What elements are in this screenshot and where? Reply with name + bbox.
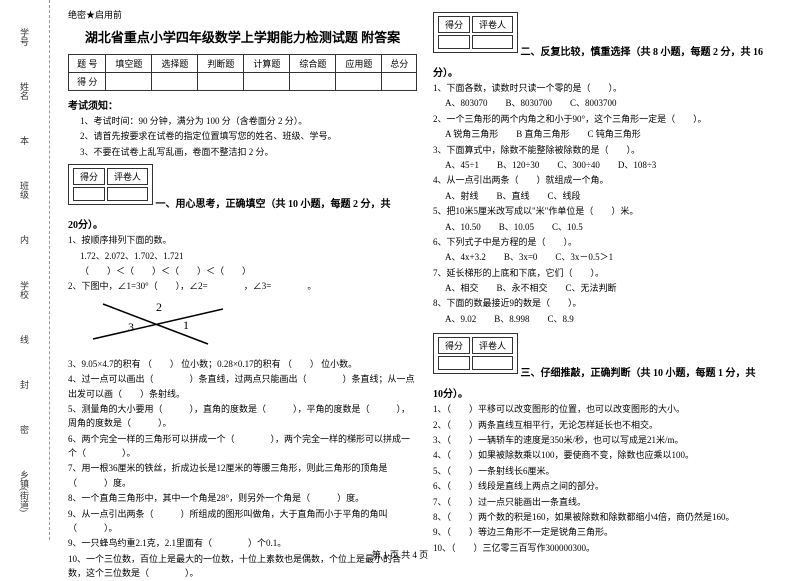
p2q7: 7、延长梯形的上底和下底，它们（ ）。: [433, 266, 782, 280]
p2q8: 8、下面的数最接近9的数是（ ）。: [433, 296, 782, 310]
margin-label-xuehao: 学号: [18, 28, 31, 46]
margin-seal: 本: [18, 136, 31, 145]
grader-box: 得分评卷人: [433, 333, 518, 374]
part3-title: 三、仔细推敲，正确判断（共 10 小题，每题 1 分，共: [521, 368, 756, 379]
opts: A 锐角三角形B 直角三角形C 钝角三角形: [445, 127, 782, 141]
q4: 4、过一点可以画出（ ）条直线，过两点只能画出（ ）条直线；从一点出发可以画（ …: [68, 372, 417, 401]
opts: A、9.02B、8.998C、8.9: [445, 312, 782, 326]
q6: 6、两个完全一样的三角形可以拼成一个（ ），两个完全一样的梯形可以拼成一个（ ）…: [68, 432, 417, 461]
p3q: 7、（ ）过一点只能画出一条直线。: [433, 495, 782, 509]
th: 判断题: [198, 55, 244, 73]
opts: A、相交B、永不相交C、无法判断: [445, 281, 782, 295]
td: 得 分: [69, 73, 106, 91]
q3: 3、9.05×4.7的积有 （ ） 位小数；0.28×0.17的积有 （ ） 位…: [68, 357, 417, 371]
confidential-mark: 绝密★启用前: [68, 8, 417, 21]
margin-seal: 封: [18, 380, 31, 389]
grader-c1: 得分: [438, 16, 470, 33]
q7: 7、用一根36厘米的铁丝，折成边长是12厘米的等腰三角形，则此三角形的顶角是（ …: [68, 461, 417, 490]
th: 填空题: [106, 55, 152, 73]
p3q: 1、（ ）平移可以改变图形的位置，也可以改变图形的大小。: [433, 402, 782, 416]
th: 综合题: [290, 55, 336, 73]
td: [290, 73, 336, 91]
binding-margin: 学号 姓名 本 班级 内 学校 线 封 密 乡镇(街道): [0, 0, 50, 540]
grader-c2: 评卷人: [472, 16, 513, 33]
th: 应用题: [336, 55, 382, 73]
angle-2: 2: [156, 300, 162, 314]
q1b: （ ）＜（ ）＜（ ）＜（ ）: [80, 264, 417, 278]
q9: 9、从一点引出两条（ ）所组成的图形叫做角，大于直角而小于平角的角叫（ ）。: [68, 507, 417, 536]
opts: A、4x+3.2B、3x=0C、3x－0.5＞1: [445, 250, 782, 264]
p3q: 8、（ ）两个数的积是160，如果被除数和除数都缩小4倍，商仍然是160。: [433, 510, 782, 524]
opts: A、45÷1B、120÷30C、300÷40D、108÷3: [445, 158, 782, 172]
p3q: 2、（ ）两条直线互相平行，无论怎样延长也不相交。: [433, 418, 782, 432]
angle-diagram: 1 2 3: [88, 299, 228, 349]
th: 选择题: [152, 55, 198, 73]
content-area: 绝密★启用前 湖北省重点小学四年级数学上学期能力检测试题 附答案 题 号 填空题…: [50, 0, 800, 540]
margin-label-xuexiao: 学校: [18, 281, 31, 299]
td: [152, 73, 198, 91]
opts: A、射线B、直线C、线段: [445, 189, 782, 203]
margin-label-xingming: 姓名: [18, 82, 31, 100]
grader-box: 得分评卷人: [433, 12, 518, 53]
exam-title: 湖北省重点小学四年级数学上学期能力检测试题 附答案: [68, 27, 417, 46]
p3q: 3、（ ）一辆轿车的速度是350米/秒，也可以写成是21米/m。: [433, 433, 782, 447]
grader-c2: 评卷人: [107, 168, 148, 185]
part2-title2: 分）。: [433, 64, 782, 79]
angle-1: 1: [183, 318, 189, 332]
margin-label-banji: 班级: [18, 181, 31, 199]
margin-label-xiangzhen: 乡镇(街道): [18, 470, 31, 512]
grader-c1: 得分: [438, 337, 470, 354]
notice-list: 1、考试时间：90 分钟，满分为 100 分（含卷面分 2 分）。 2、请首先按…: [80, 114, 417, 159]
p3q: 4、（ ）如果被除数乘以100，要使商不变，除数也应乘以100。: [433, 448, 782, 462]
part2-title: 二、反复比较，慎重选择（共 8 小题，每题 2 分，共 16: [521, 47, 764, 58]
grader-c2: 评卷人: [472, 337, 513, 354]
part3-title2: 10分）。: [433, 385, 782, 400]
th: 总分: [382, 55, 417, 73]
q5: 5、测量角的大小要用（ ），直角的度数是（ ），平角的度数是（ ），周角的度数是…: [68, 402, 417, 431]
opts: A、10.50B、10.05C、10.5: [445, 220, 782, 234]
th: 题 号: [69, 55, 106, 73]
part1-title: 一、用心思考，正确填空（共 10 小题，每题 2 分，共: [156, 199, 391, 210]
grader-c1: 得分: [73, 168, 105, 185]
right-column: 得分评卷人 二、反复比较，慎重选择（共 8 小题，每题 2 分，共 16 分）。…: [425, 8, 790, 532]
notice-item: 3、不要在试卷上乱写乱画，卷面不整洁扣 2 分。: [80, 145, 417, 159]
page-footer: 第 1 页 共 4 页: [0, 548, 800, 561]
q1: 1、按顺序排列下面的数。: [68, 233, 417, 247]
p2q6: 6、下列式子中是方程的是（ ）。: [433, 235, 782, 249]
margin-seal: 密: [18, 425, 31, 434]
q1a: 1.72、2.072、1.702、1.721: [80, 249, 417, 263]
td: [382, 73, 417, 91]
p2q4: 4、从一点引出两条（ ）就组成一个角。: [433, 173, 782, 187]
q2: 2、下图中，∠1=30°（ ），∠2= ，∠3= 。: [68, 279, 417, 293]
notice-head: 考试须知：: [68, 97, 417, 112]
p3q: 6、（ ）线段是直线上两点之间的部分。: [433, 479, 782, 493]
notice-item: 2、请首先按要求在试卷的指定位置填写您的姓名、班级、学号。: [80, 129, 417, 143]
p2q2: 2、一个三角形的两个内角之和小于90°，这个三角形一定是（ ）。: [433, 112, 782, 126]
part1-title2: 20分）。: [68, 216, 417, 231]
opts: A、803070B、8030700C、8003700: [445, 96, 782, 110]
p3q: 9、（ ）等边三角形不一定是锐角三角形。: [433, 525, 782, 539]
th: 计算题: [244, 55, 290, 73]
p2q5: 5、把10米5厘米改写成以"米"作单位是（ ）米。: [433, 204, 782, 218]
grader-box: 得分评卷人: [68, 164, 153, 205]
angle-3: 3: [128, 320, 134, 334]
td: [106, 73, 152, 91]
p2q3: 3、下面算式中，除数不能整除被除数的是（ ）。: [433, 143, 782, 157]
margin-seal: 内: [18, 235, 31, 244]
notice-item: 1、考试时间：90 分钟，满分为 100 分（含卷面分 2 分）。: [80, 114, 417, 128]
td: [198, 73, 244, 91]
p2q1: 1、下面各数，读数时只读一个零的是（ ）。: [433, 81, 782, 95]
td: [336, 73, 382, 91]
margin-seal: 线: [18, 335, 31, 344]
td: [244, 73, 290, 91]
p3q: 5、（ ）一条射线长6厘米。: [433, 464, 782, 478]
left-column: 绝密★启用前 湖北省重点小学四年级数学上学期能力检测试题 附答案 题 号 填空题…: [60, 8, 425, 532]
score-table: 题 号 填空题 选择题 判断题 计算题 综合题 应用题 总分 得 分: [68, 54, 417, 91]
q8: 8、一个直角三角形中，其中一个角是28°，则另外一个角是（ ）度。: [68, 491, 417, 505]
